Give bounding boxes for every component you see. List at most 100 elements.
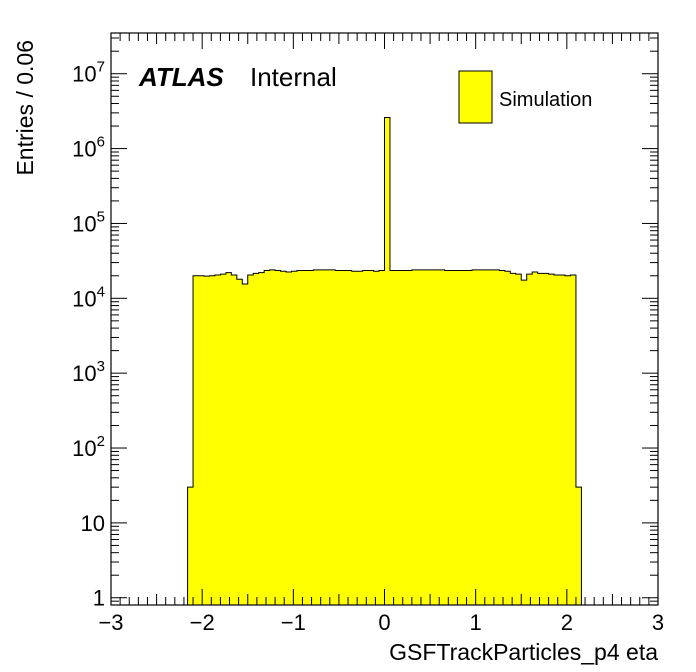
histogram-bin — [559, 274, 566, 605]
x-tick-label: −2 — [190, 610, 215, 635]
histogram-bin — [548, 274, 555, 605]
histogram-bin — [203, 276, 210, 605]
histogram-bin — [488, 269, 495, 605]
y-tick-label: 102 — [72, 433, 105, 461]
histogram-bin — [570, 274, 577, 605]
histogram-bin — [450, 270, 457, 605]
histogram-bin — [422, 269, 429, 605]
y-tick-labels: 1 10 102 103 104 105 106 107 — [72, 59, 105, 611]
histogram-bin — [340, 270, 347, 605]
histogram-bin — [389, 270, 396, 605]
histogram-bin — [264, 270, 271, 605]
histogram-bin — [379, 270, 385, 605]
histogram-bin — [214, 274, 221, 605]
legend-swatch-simulation — [458, 70, 493, 124]
x-tick-label: 1 — [470, 610, 482, 635]
histogram-bin — [406, 270, 413, 605]
x-tick-label: 2 — [561, 610, 573, 635]
histogram-bin — [395, 270, 402, 605]
histogram-bin — [302, 270, 309, 605]
histogram-bin — [575, 487, 582, 605]
histogram-bin — [444, 270, 451, 605]
histogram-bin — [411, 269, 418, 605]
y-tick-label: 10 — [81, 511, 105, 536]
histogram-bin — [296, 270, 303, 605]
histogram-bin — [231, 274, 238, 605]
histogram-bin — [472, 269, 478, 605]
histogram-bin — [521, 280, 528, 605]
histogram-bin — [504, 271, 511, 605]
histogram-bin — [482, 269, 489, 605]
histogram-bin — [499, 270, 506, 605]
histogram-bin — [280, 271, 287, 605]
histogram-bin — [384, 117, 391, 605]
histogram-bin — [554, 274, 560, 605]
histogram-bin — [258, 272, 265, 605]
histogram-bin — [362, 270, 369, 605]
histogram-bin — [373, 271, 380, 605]
histogram-bin — [428, 269, 435, 605]
y-tick-label: 1 — [93, 586, 105, 611]
histogram-bin — [318, 269, 325, 605]
histogram-bin — [209, 275, 216, 605]
y-axis-title: Entries / 0.06 — [12, 40, 38, 176]
y-tick-label: 106 — [72, 134, 105, 162]
x-tick-label: −3 — [98, 610, 123, 635]
y-tick-label: 104 — [72, 283, 105, 311]
y-tick-label: 105 — [72, 208, 105, 236]
y-tick-label: 103 — [72, 358, 105, 386]
histogram-bin — [417, 269, 424, 605]
histogram-bin — [275, 270, 281, 605]
histogram-bin — [351, 271, 358, 605]
plot-frame — [110, 32, 659, 606]
histogram-bin — [187, 487, 194, 605]
histogram-bin — [537, 273, 544, 605]
x-tick-label: −1 — [281, 610, 306, 635]
x-axis-title: GSFTrackParticles_p4 eta — [389, 639, 658, 665]
histogram-bin — [400, 270, 407, 605]
x-tick-labels: −3 −2 −1 0 1 2 3 — [98, 610, 664, 635]
histogram-bin — [286, 271, 292, 605]
x-tick-label: 3 — [652, 610, 664, 635]
histogram-bin — [439, 269, 446, 605]
histogram-bin — [346, 270, 353, 605]
histogram-bin — [433, 269, 440, 605]
atlas-label: ATLAS — [138, 62, 224, 92]
histogram-outline — [187, 117, 582, 605]
histogram-bin — [510, 273, 517, 605]
histogram-bin — [477, 269, 484, 605]
histogram-bin — [236, 279, 243, 605]
histogram-bin — [515, 274, 522, 605]
histogram-bin — [307, 270, 314, 605]
histogram-bin — [198, 275, 205, 605]
histogram-bin — [368, 270, 374, 605]
histogram-bin — [313, 269, 320, 605]
histogram-bin — [242, 284, 249, 605]
histogram-bin — [291, 271, 298, 605]
histogram-bin — [269, 269, 276, 605]
histogram-bin — [193, 275, 199, 605]
histogram-bin — [335, 270, 342, 605]
histogram-bin — [253, 273, 260, 605]
internal-label: Internal — [250, 62, 337, 92]
x-tick-label: 0 — [378, 610, 390, 635]
histogram-bin — [543, 273, 549, 605]
histogram-bin — [247, 274, 254, 605]
y-tick-label: 107 — [72, 59, 105, 87]
legend: Simulation — [458, 70, 592, 124]
histogram-bin — [455, 270, 462, 605]
histogram-bin — [329, 269, 336, 605]
histogram-bin — [324, 269, 331, 605]
histogram-bin — [220, 274, 227, 605]
histogram-bin — [225, 272, 232, 605]
histogram-bin — [493, 269, 500, 605]
histogram-bin — [565, 275, 571, 605]
legend-label-simulation: Simulation — [499, 89, 592, 111]
histogram-bin — [461, 270, 467, 605]
histogram-bin — [532, 271, 539, 605]
histogram-bin — [526, 274, 533, 605]
histogram-bin — [466, 270, 473, 605]
histogram-bars — [187, 117, 582, 605]
histogram-bin — [357, 271, 364, 605]
